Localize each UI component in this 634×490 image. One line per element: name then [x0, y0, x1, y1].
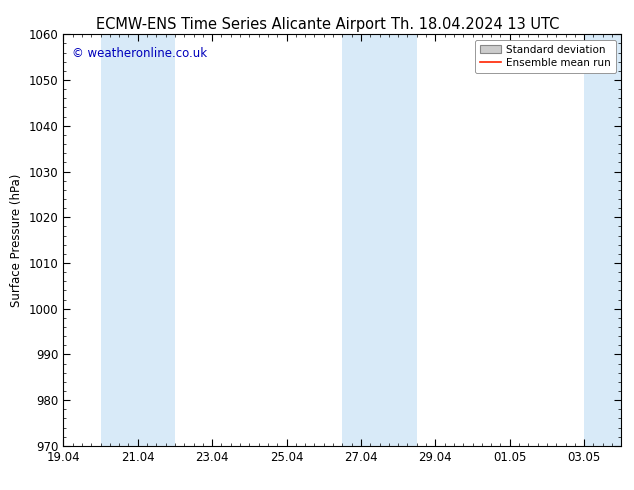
Y-axis label: Surface Pressure (hPa): Surface Pressure (hPa): [10, 173, 23, 307]
Bar: [584, 34, 621, 446]
Text: ECMW-ENS Time Series Alicante Airport: ECMW-ENS Time Series Alicante Airport: [96, 17, 386, 32]
Bar: [342, 34, 417, 446]
Bar: [101, 34, 175, 446]
Legend: Standard deviation, Ensemble mean run: Standard deviation, Ensemble mean run: [475, 40, 616, 73]
Text: Th. 18.04.2024 13 UTC: Th. 18.04.2024 13 UTC: [391, 17, 560, 32]
Text: © weatheronline.co.uk: © weatheronline.co.uk: [72, 47, 207, 60]
